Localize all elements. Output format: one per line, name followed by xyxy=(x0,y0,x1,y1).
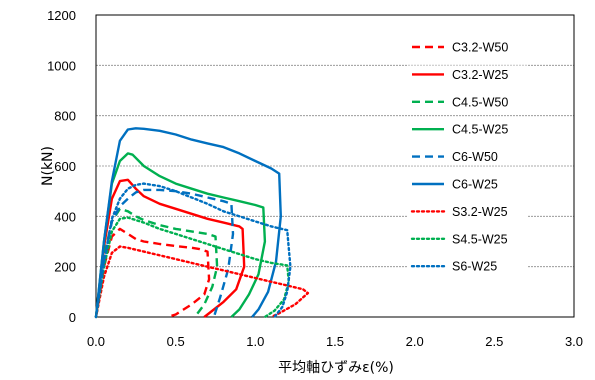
legend-entry-bg xyxy=(408,65,528,84)
series-line-c3-2-w25 xyxy=(94,178,246,318)
legend-label: C3.2-W25 xyxy=(452,68,508,82)
legend-label: S3.2-W25 xyxy=(452,205,508,219)
plot-area-frame xyxy=(95,14,575,318)
x-tick-label: 3.0 xyxy=(565,334,583,349)
legend-entry-bg xyxy=(408,175,528,193)
x-tick-label: 1.5 xyxy=(326,334,344,349)
series-line-c6-w25 xyxy=(94,127,282,318)
y-tick-label: 0 xyxy=(69,310,76,325)
legend-entry-bg xyxy=(408,38,528,56)
x-axis-ticks: 0.0 0.5 1.0 1.5 2.0 2.5 3.0 xyxy=(87,334,583,349)
y-tick-label: 400 xyxy=(54,209,76,224)
legend-entry-bg xyxy=(408,229,528,248)
series-line-c4-5-w50 xyxy=(94,207,219,318)
series-line-c4-5-w25 xyxy=(94,152,267,318)
legend-entry-bg xyxy=(408,120,528,139)
legend-label: C4.5-W50 xyxy=(452,95,508,109)
series-line-s6-w25 xyxy=(94,182,292,319)
y-axis-title: N(kN) xyxy=(40,146,56,186)
plot-border xyxy=(95,14,575,318)
legend-entry-bg xyxy=(408,92,528,111)
legend-entry-bg xyxy=(408,147,528,166)
legend-label: C3.2-W50 xyxy=(452,41,508,55)
legend-label: C6-W25 xyxy=(452,178,498,192)
x-axis-title: 平均軸ひずみε(%) xyxy=(278,360,394,376)
x-tick-label: 2.5 xyxy=(485,334,503,349)
series-line-c3-2-w50 xyxy=(94,227,211,319)
legend-entry-bg xyxy=(408,202,528,221)
x-tick-label: 0.0 xyxy=(87,334,105,349)
x-tick-label: 0.5 xyxy=(167,334,185,349)
legend: C3.2-W50 C3.2-W25 C4.5-W50 C4.5-W25 C6-W50 C6… xyxy=(408,38,528,276)
legend-entry-bg xyxy=(408,257,528,276)
y-tick-label: 800 xyxy=(54,109,76,124)
y-tick-label: 1000 xyxy=(47,58,76,73)
series-layer xyxy=(94,127,310,319)
y-tick-label: 600 xyxy=(54,159,76,174)
x-tick-label: 2.0 xyxy=(406,334,424,349)
y-axis-ticks: 0 200 400 600 800 1000 1200 xyxy=(47,8,76,325)
legend-label: S4.5-W25 xyxy=(452,232,508,246)
y-tick-label: 200 xyxy=(54,260,76,275)
x-tick-label: 1.0 xyxy=(246,334,264,349)
series-line-s3-2-w25 xyxy=(94,245,310,319)
legend-label: S6-W25 xyxy=(452,260,497,274)
y-tick-label: 1200 xyxy=(47,8,76,23)
legend-label: C6-W50 xyxy=(452,150,498,164)
series-line-c6-w50 xyxy=(94,188,235,318)
legend-label: C4.5-W25 xyxy=(452,123,508,137)
